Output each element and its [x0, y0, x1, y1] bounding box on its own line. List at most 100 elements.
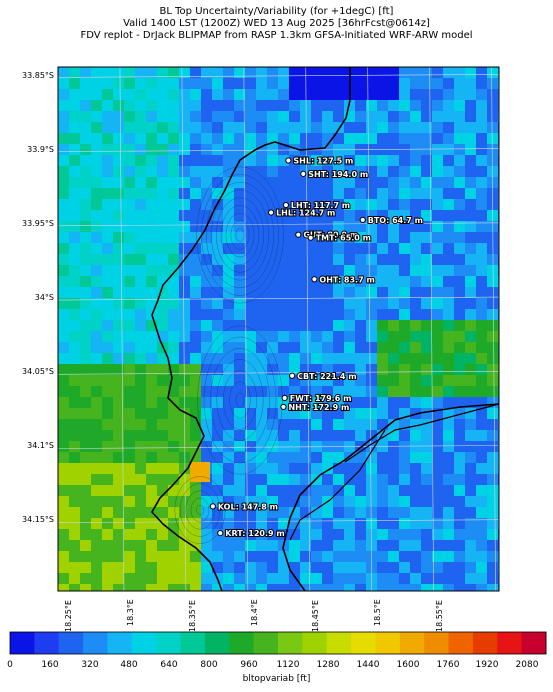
grid-cell — [377, 89, 388, 100]
grid-cell — [201, 353, 212, 364]
grid-cell — [58, 496, 69, 507]
grid-cell — [421, 562, 432, 573]
grid-cell — [80, 89, 91, 100]
grid-cell — [58, 155, 69, 166]
grid-cell — [113, 177, 124, 188]
grid-cell — [91, 584, 102, 591]
grid-cell — [245, 320, 256, 331]
grid-cell — [322, 507, 333, 518]
grid-cell — [58, 254, 69, 265]
grid-cell — [476, 89, 487, 100]
grid-cell — [311, 496, 322, 507]
station-dot-oht[interactable] — [311, 276, 318, 283]
grid-cell — [410, 485, 421, 496]
grid-cell — [399, 551, 410, 562]
lon-label: 18.55°E — [435, 600, 444, 632]
grid-cell — [454, 188, 465, 199]
grid-cell — [388, 100, 399, 111]
grid-cell — [454, 78, 465, 89]
station-dot-shl[interactable] — [285, 157, 292, 164]
station-dot-krt[interactable] — [217, 530, 224, 537]
grid-cell — [234, 243, 245, 254]
grid-cell — [278, 188, 289, 199]
grid-cell — [146, 221, 157, 232]
grid-cell — [124, 100, 135, 111]
grid-cell — [278, 529, 289, 540]
grid-cell — [388, 529, 399, 540]
grid-cell — [91, 67, 102, 78]
grid-cell — [300, 320, 311, 331]
grid-cell — [256, 551, 267, 562]
grid-cell — [388, 364, 399, 375]
grid-cell — [476, 551, 487, 562]
station-dot-gut[interactable] — [295, 231, 302, 238]
grid-cell — [113, 221, 124, 232]
grid-cell — [212, 463, 223, 474]
grid-cell — [146, 430, 157, 441]
grid-cell — [476, 100, 487, 111]
grid-cell — [58, 441, 69, 452]
grid-cell — [157, 573, 168, 584]
grid-cell — [80, 232, 91, 243]
grid-cell — [465, 309, 476, 320]
grid-cell — [179, 573, 190, 584]
grid-cell — [157, 408, 168, 419]
grid-cell — [388, 397, 399, 408]
grid-cell — [80, 551, 91, 562]
grid-cell — [377, 551, 388, 562]
station-dot-cbt[interactable] — [289, 372, 296, 379]
grid-cell — [69, 375, 80, 386]
grid-cell — [113, 199, 124, 210]
grid-cell — [113, 562, 124, 573]
grid-cell — [454, 111, 465, 122]
station-dot-sht[interactable] — [300, 170, 307, 177]
grid-cell — [443, 364, 454, 375]
grid-cell — [212, 375, 223, 386]
grid-cell — [322, 67, 333, 78]
grid-cell — [421, 353, 432, 364]
grid-cell — [377, 397, 388, 408]
grid-cell — [454, 364, 465, 375]
grid-cell — [355, 430, 366, 441]
station-dot-fwt[interactable] — [281, 394, 288, 402]
grid-cell — [333, 78, 344, 89]
grid-cell — [234, 551, 245, 562]
grid-cell — [322, 188, 333, 199]
grid-cell — [212, 430, 223, 441]
grid-cell — [377, 353, 388, 364]
grid-cell — [267, 221, 278, 232]
grid-cell — [311, 111, 322, 122]
grid-cell — [432, 111, 443, 122]
station-dot-kol[interactable] — [209, 503, 216, 510]
grid-cell — [190, 419, 201, 430]
grid-cell — [355, 551, 366, 562]
grid-cell — [146, 122, 157, 133]
grid-cell — [377, 408, 388, 419]
grid-cell — [179, 144, 190, 155]
station-dot-lhl[interactable] — [267, 209, 275, 216]
grid-cell — [300, 199, 311, 210]
grid-cell — [135, 89, 146, 100]
station-dot-bto[interactable] — [359, 216, 366, 223]
grid-cell — [179, 342, 190, 353]
station-dot-lht[interactable] — [282, 201, 290, 209]
grid-cell — [124, 353, 135, 364]
grid-cell — [135, 210, 146, 221]
grid-cell — [465, 529, 476, 540]
grid-cell — [388, 298, 399, 309]
station-dot-nht[interactable] — [280, 403, 287, 411]
grid-cell — [157, 540, 168, 551]
grid-cell — [124, 67, 135, 78]
grid-cell — [498, 232, 499, 243]
grid-cell — [135, 452, 146, 463]
grid-cell — [157, 254, 168, 265]
grid-cell — [421, 210, 432, 221]
lat-label: 33.85°S — [22, 71, 54, 80]
grid-cell — [102, 177, 113, 188]
station-dot-tmt[interactable] — [307, 234, 314, 241]
grid-cell — [80, 243, 91, 254]
colorbar-label: bltopvariab [ft] — [242, 674, 311, 684]
grid-cell — [344, 199, 355, 210]
grid-cell — [234, 584, 245, 591]
